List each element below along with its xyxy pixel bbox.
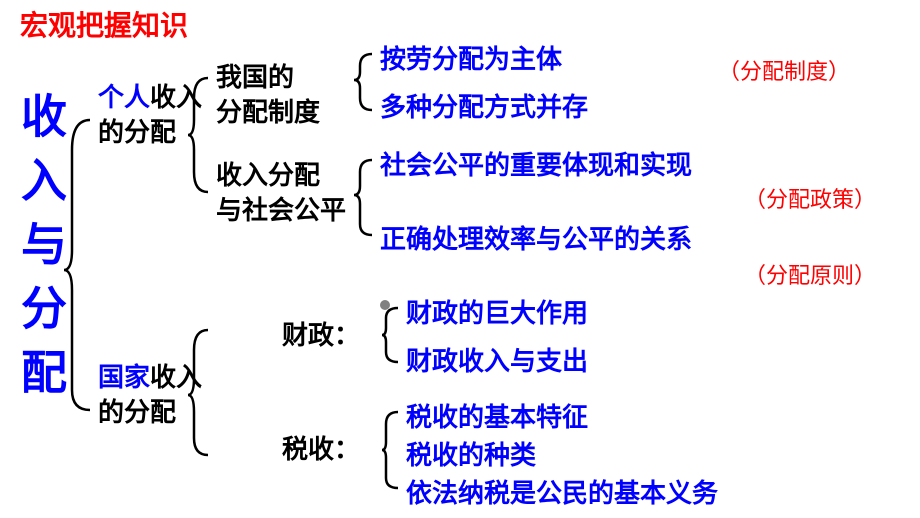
leaf-multi-mode: 多种分配方式并存 bbox=[380, 90, 588, 125]
node-national-highlight: 国家 bbox=[98, 362, 150, 392]
node-personal: 个人收入的分配 bbox=[98, 80, 218, 150]
root-node: 收入与分配 bbox=[8, 92, 74, 412]
page-title: 宏观把握知识 bbox=[20, 4, 188, 44]
bullet-dot bbox=[380, 300, 390, 310]
leaf-by-labor: 按劳分配为主体 bbox=[380, 42, 562, 77]
node-national: 国家收入的分配 bbox=[98, 360, 218, 430]
node-personal-highlight: 个人 bbox=[98, 82, 150, 112]
annot-dist-principle: （分配原则） bbox=[744, 258, 876, 290]
leaf-fin-role: 财政的巨大作用 bbox=[406, 296, 588, 331]
node-dist-fairness: 收入分配 与社会公平 bbox=[216, 158, 346, 228]
leaf-tax-feature: 税收的基本特征 bbox=[406, 400, 588, 435]
leaf-eff-fair: 正确处理效率与公平的关系 bbox=[380, 222, 692, 257]
leaf-tax-type: 税收的种类 bbox=[406, 438, 536, 473]
leaf-fin-io: 财政收入与支出 bbox=[406, 344, 588, 379]
annot-dist-system: （分配制度） bbox=[718, 54, 850, 86]
leaf-tax-duty: 依法纳税是公民的基本义务 bbox=[406, 476, 718, 511]
node-tax: 税收： bbox=[282, 432, 360, 467]
node-dist-system: 我国的 分配制度 bbox=[216, 60, 320, 130]
node-finance: 财政： bbox=[282, 318, 360, 353]
leaf-social-fair: 社会公平的重要体现和实现 bbox=[380, 148, 692, 183]
annot-dist-policy: （分配政策） bbox=[744, 182, 876, 214]
